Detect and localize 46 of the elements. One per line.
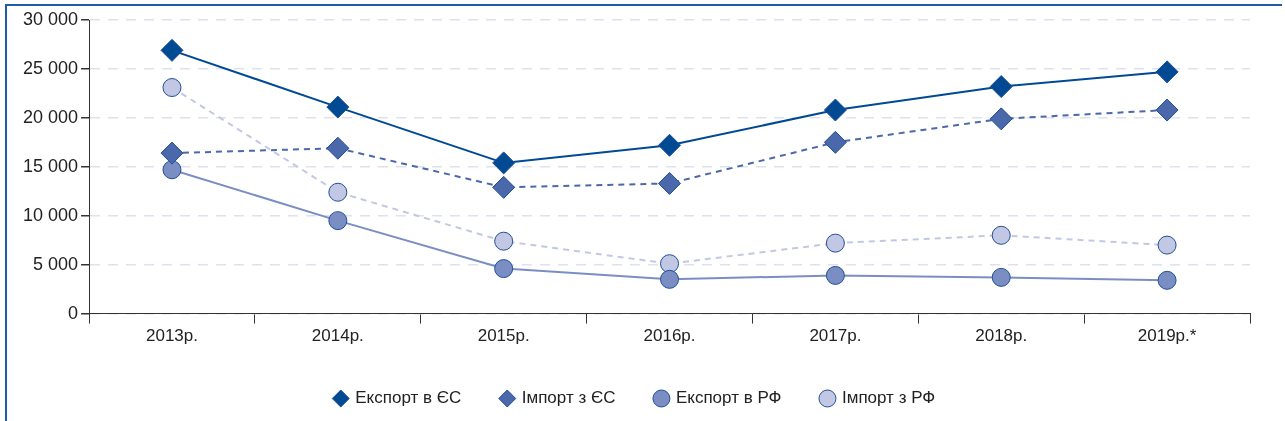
y-tick-label: 25 000 [22,57,79,78]
point [160,38,184,62]
point [162,78,182,98]
x-tick-label: 2019р.* [1137,326,1197,346]
point [658,133,682,157]
legend-label: Експорт в ЄС [355,388,462,408]
x-tick-label: 2015р. [477,326,530,346]
legend-label: Імпорт з ЄС [521,388,616,408]
point [1155,98,1179,122]
point [328,182,348,202]
x-tick-label: 2016р. [643,326,696,346]
y-tick-label: 20 000 [22,106,79,127]
point [989,75,1013,99]
point [991,267,1011,287]
point [1157,235,1177,255]
y-tick-label: 0 [68,302,79,323]
x-tick-label: 2018р. [975,326,1028,346]
legend-label: Імпорт з РФ [841,388,936,408]
point [160,141,184,165]
point [660,269,680,289]
point [1157,270,1177,290]
x-tick-label: 2014р. [311,326,364,346]
y-tick-label: 30 000 [22,8,79,29]
y-tick-label: 10 000 [22,204,79,225]
legend-label: Експорт в РФ [675,388,782,408]
x-tick-label: 2017р. [809,326,862,346]
point [494,231,514,251]
point [989,107,1013,131]
point [328,211,348,231]
point [658,171,682,195]
point [823,130,847,154]
y-tick-label: 15 000 [22,155,79,176]
point [492,175,516,199]
x-tick-label: 2013р. [145,326,198,346]
point [326,95,350,119]
point [660,254,680,274]
point [991,225,1011,245]
point [162,160,182,180]
point [492,151,516,175]
point [326,136,350,160]
point [825,265,845,285]
point [1155,60,1179,84]
point [494,259,514,279]
y-tick-label: 5 000 [33,253,79,274]
point [823,98,847,122]
point [825,233,845,253]
